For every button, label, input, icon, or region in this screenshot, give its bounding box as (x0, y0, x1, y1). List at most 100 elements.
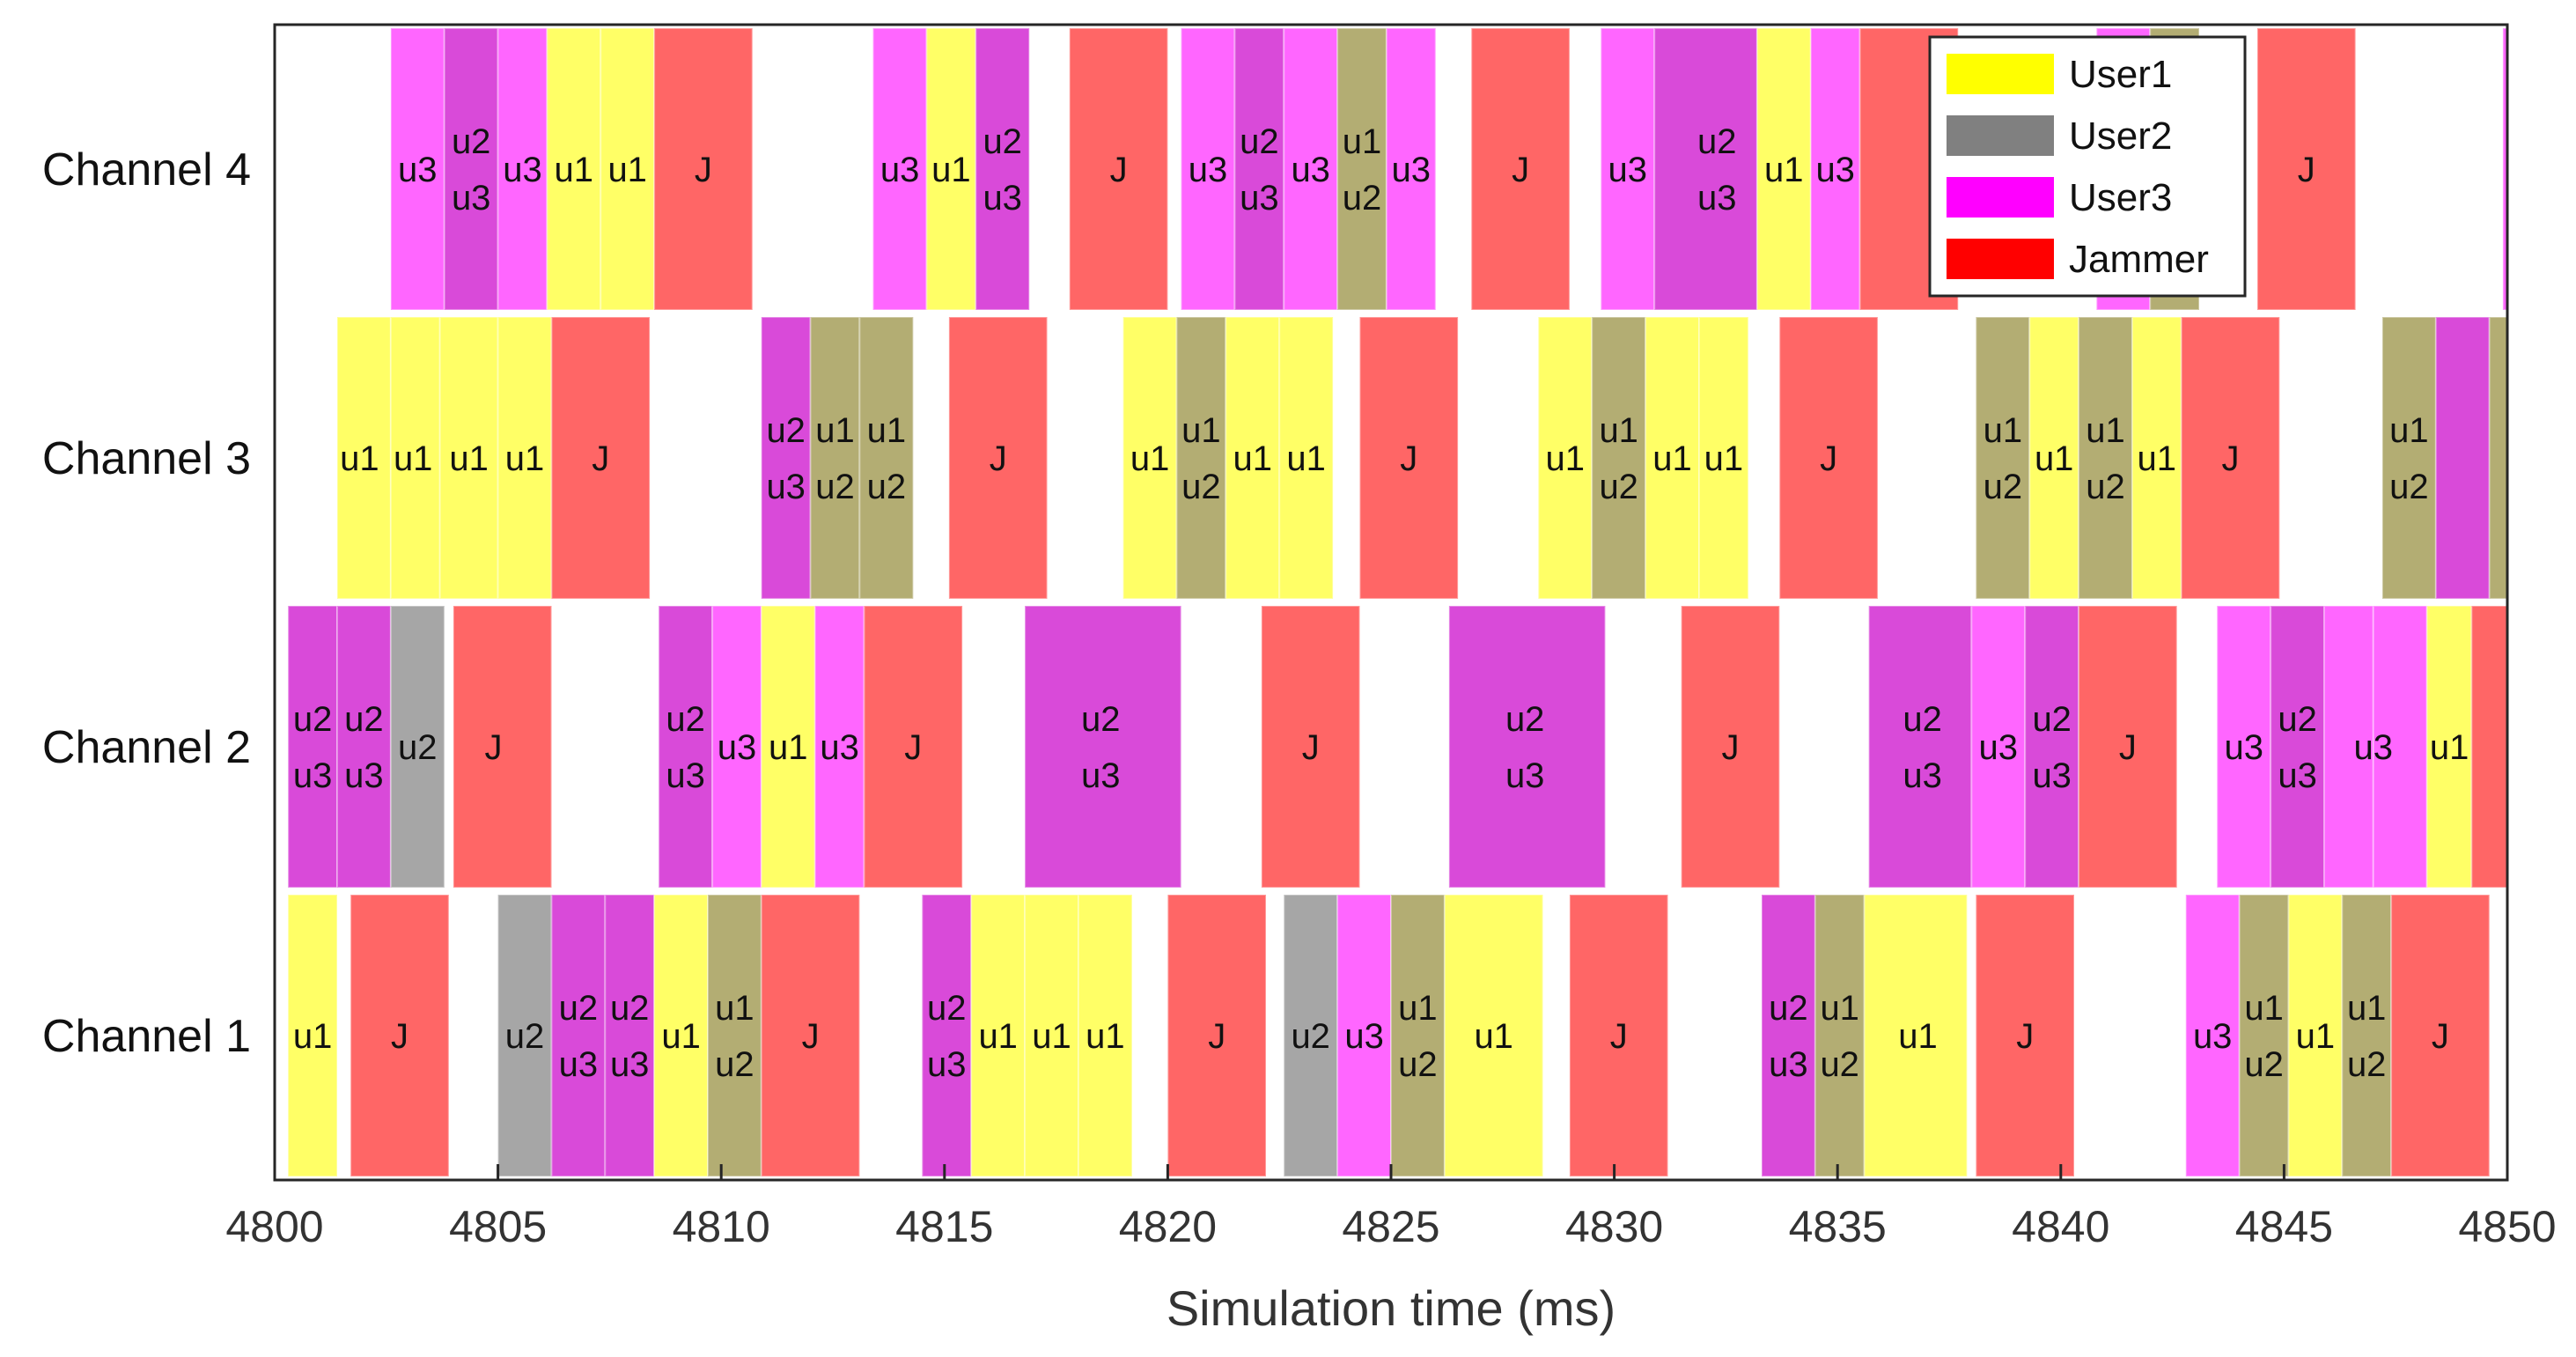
channel-3-segment-u1 (389, 316, 441, 600)
channel-4-segment-label: u3 (398, 151, 438, 189)
channel-1-segment-label: u2 (505, 1017, 545, 1056)
channel-4-segment-J (653, 27, 754, 311)
channel-4-segment-label: u1 (555, 151, 594, 189)
channel-4-segment-J (1470, 27, 1571, 311)
channel-3-segment-u1u2 (2381, 316, 2437, 600)
channel-4-segment-label: J (695, 151, 712, 189)
legend-label-user2: User2 (2069, 114, 2172, 158)
channel-1-segment-u1 (1443, 894, 1544, 1177)
channel-2-segment-label: J (1722, 728, 1740, 767)
channel-2-segment-u2u3 (2270, 605, 2326, 889)
channel-4-segment-u3 (497, 27, 548, 311)
channel-1-segment-u1u2 (1390, 894, 1446, 1177)
channel-1-segment-label: u1 u2 (715, 989, 754, 1084)
channel-4-segment-u1 (925, 27, 977, 311)
channel-3-segment-label: u1 (505, 439, 545, 478)
x-tick-label: 4820 (1119, 1202, 1217, 1251)
channel-1-segment-J (350, 894, 450, 1177)
channel-3-segment-u1 (1122, 316, 1178, 600)
channel-1-segment-u1 (2287, 894, 2344, 1177)
channel-4-segment-label: u2 u3 (452, 122, 491, 218)
channel-2-segment-u3 (711, 605, 762, 889)
legend-swatch-user1 (1945, 52, 2056, 96)
channel-2-segment-label: u2 u3 (2278, 700, 2317, 795)
channel-2-segment-label: u2 u3 (344, 700, 384, 795)
channel-3-segment-u1 (1278, 316, 1335, 600)
channel-1-segment-u1 (970, 894, 1027, 1177)
channel-3-segment-label: J (2222, 439, 2240, 478)
channel-3-segment-label: J (990, 439, 1007, 478)
channel-1-segment-J (1568, 894, 1669, 1177)
channel-1-segment-label: u1 (1086, 1017, 1125, 1056)
channel-4-segment-J (1068, 27, 1169, 311)
channel-1-segment-J (1975, 894, 2075, 1177)
channel-2-segment-u3 (2323, 605, 2374, 889)
channel-4-segment-u2u3 (1233, 27, 1285, 311)
channel-1-segment-J (760, 894, 861, 1177)
channel-2-segment-J (452, 605, 553, 889)
channel-4-segment-u1u2 (1336, 27, 1387, 311)
channel-3-segment-label: J (592, 439, 609, 478)
channel-4-segment-u1 (546, 27, 602, 311)
channel-4-segment-label: u1 (931, 151, 971, 189)
channel-1-segment-u2u3 (921, 894, 973, 1177)
channel-4-segment-label: u3 (503, 151, 542, 189)
channel-1-segment-u2u3 (550, 894, 607, 1177)
channel-1-segment-u2 (497, 894, 553, 1177)
channel-1-label: Channel 1 (42, 1011, 251, 1062)
x-axis-label: Simulation time (ms) (1167, 1280, 1616, 1336)
x-tick-label: 4815 (895, 1202, 993, 1251)
channel-2-segment-J (2078, 605, 2178, 889)
channel-2-segment-J (1680, 605, 1781, 889)
channel-2-segment-label: u3 (820, 728, 859, 767)
channel-4-segment-label: J (1512, 151, 1529, 189)
channel-3-segment-u1 (438, 316, 499, 600)
legend-swatch-jammer (1945, 237, 2056, 281)
channel-1-segment-label: J (2432, 1017, 2449, 1056)
x-tick-label: 4800 (225, 1202, 323, 1251)
legend-entries: User1 User2 User3 Jammer (1945, 52, 2209, 281)
channel-1-segment-u3 (1336, 894, 1392, 1177)
channel-2-segment-label: u2 u3 (1903, 700, 1942, 795)
channel-1-segment-label: u1 (978, 1017, 1018, 1056)
channel-2-segment-label: J (1302, 728, 1320, 767)
x-tick-label: 4840 (2012, 1202, 2109, 1251)
channel-4-segment-u3 (1283, 27, 1339, 311)
channel-1-segment-J (1167, 894, 1268, 1177)
channel-2-segment-label: u2 (398, 728, 438, 767)
x-tick-label: 4835 (1789, 1202, 1887, 1251)
channel-4-segment-u3 (1180, 27, 1236, 311)
channel-3-segment-u1u2 (1975, 316, 2031, 600)
channel-2-segment-label: u3 (718, 728, 757, 767)
legend-label-user3: User3 (2069, 176, 2172, 219)
channel-1-segment-u1u2 (1814, 894, 1866, 1177)
channel-3-segment-u1u2 (2078, 316, 2134, 600)
channel-4-label: Channel 4 (42, 144, 251, 195)
channel-1-segment-label: u1 (293, 1017, 333, 1056)
channel-2-segment-label: J (2119, 728, 2137, 767)
channel-3-segment-label: u1 (1546, 439, 1586, 478)
channel-1-segment-label: u1 (661, 1017, 701, 1056)
channel-1-segment-label: u1 u2 (2244, 989, 2284, 1084)
channel-3-segment-u1 (336, 316, 392, 600)
channel-2-segment-label: u1 (2430, 728, 2469, 767)
channel-1-segment-J (2390, 894, 2491, 1177)
channel-2-segment-label: u1 (769, 728, 808, 767)
channel-2-segment-u2u3 (658, 605, 714, 889)
channel-3-segment-u1 (497, 316, 553, 600)
legend-swatch-user2 (1945, 114, 2056, 158)
channel-4-segment-label: u1 (1764, 151, 1804, 189)
channel-1-segment-u3 (2184, 894, 2241, 1177)
channel-2-segment-label: J (904, 728, 922, 767)
channel-3-segment-J (947, 316, 1049, 600)
channel-2-segment-label: u3 (1979, 728, 2019, 767)
channel-3-segment-u1 (2131, 316, 2182, 600)
channel-3-segment-label: u1 u2 (2389, 411, 2429, 506)
channel-1-segment-label: u2 u3 (927, 989, 967, 1084)
channel-3-segment-label: J (1400, 439, 1417, 478)
channel-1-segment-label: u1 u2 (2347, 989, 2387, 1084)
channel-1-segment-label: u3 (2193, 1017, 2233, 1056)
channel-3-segment-label: u1 (2035, 439, 2074, 478)
